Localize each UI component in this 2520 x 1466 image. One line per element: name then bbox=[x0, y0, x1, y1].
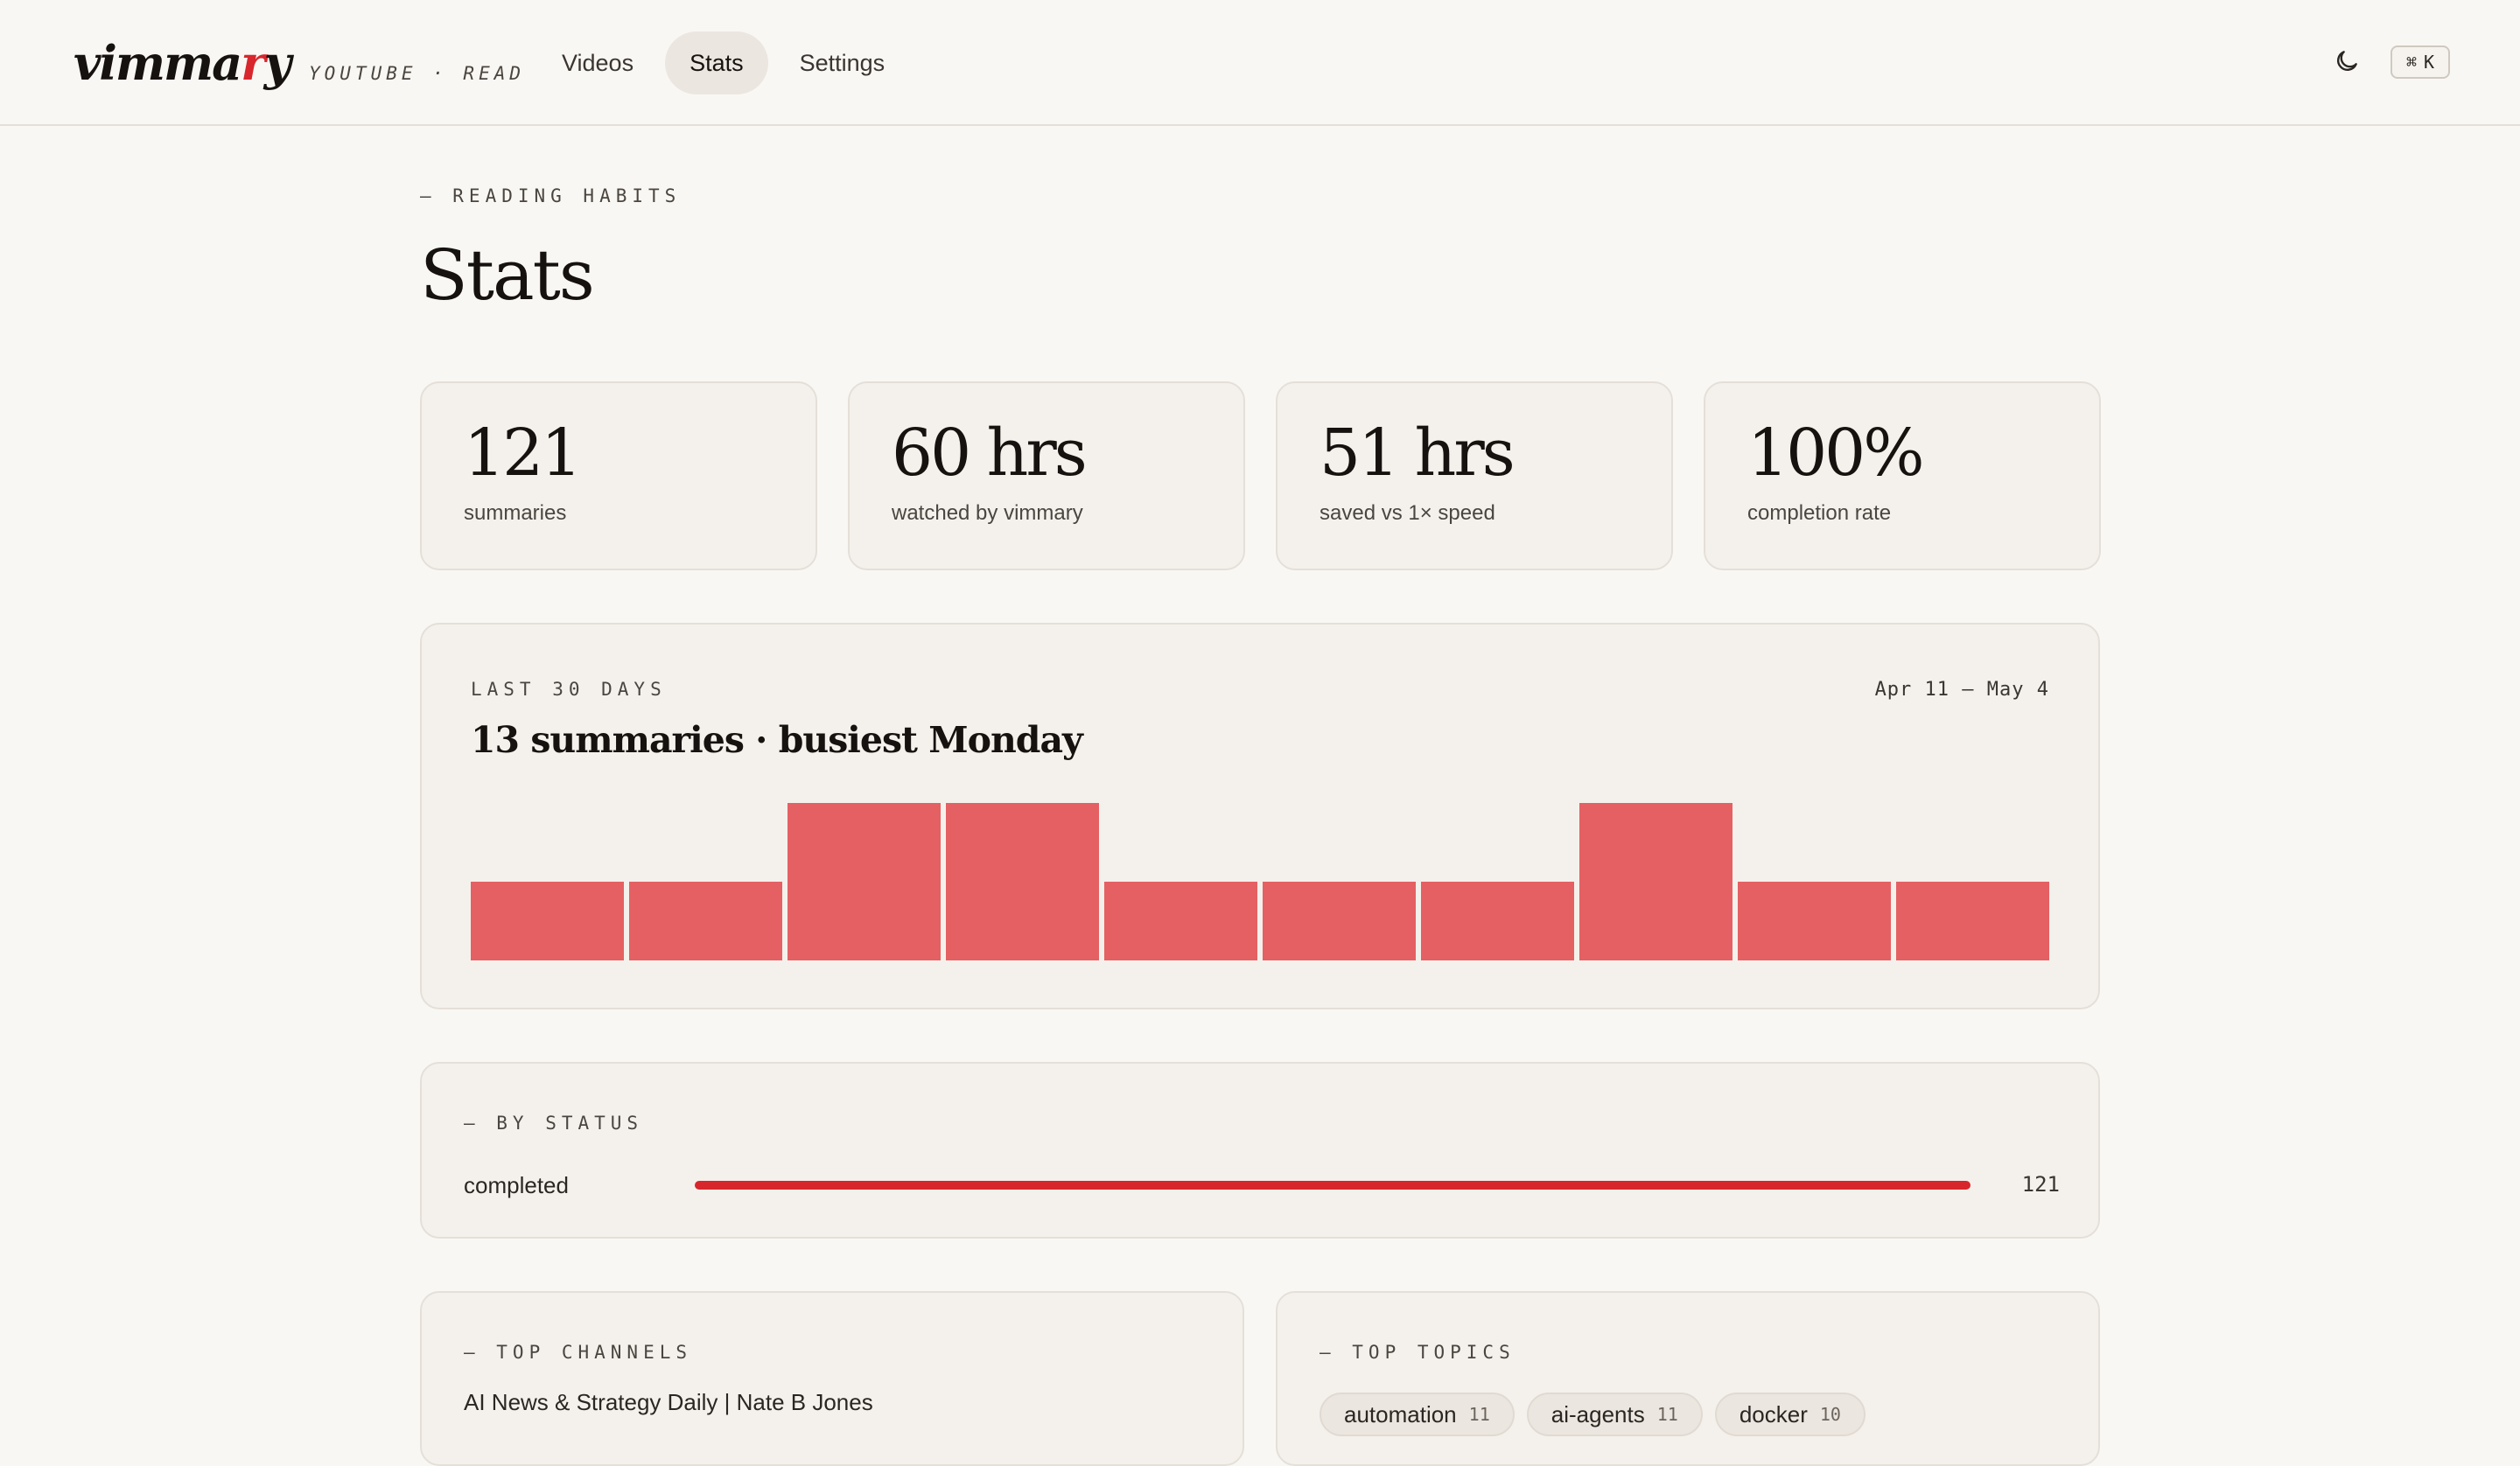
nav-videos[interactable]: Videos bbox=[562, 49, 634, 76]
topic-label: ai-agents bbox=[1550, 1400, 1645, 1428]
activity-headline: 13 summaries · busiest Monday bbox=[471, 719, 1083, 761]
theme-toggle-button[interactable] bbox=[2329, 44, 2364, 79]
status-count: 121 bbox=[2021, 1172, 2060, 1197]
topic-count: 11 bbox=[1656, 1404, 1678, 1425]
stat-label: summaries bbox=[464, 501, 567, 526]
activity-bar[interactable] bbox=[1263, 882, 1416, 960]
activity-bar[interactable] bbox=[471, 882, 624, 960]
activity-bar-chart bbox=[471, 803, 2049, 960]
tagline: YOUTUBE · READ bbox=[309, 63, 526, 84]
stat-label: completion rate bbox=[1747, 501, 1892, 526]
moon-icon bbox=[2337, 51, 2357, 71]
stat-label: watched by vimmary bbox=[892, 501, 1083, 526]
topics-eyebrow: — TOP TOPICS bbox=[1320, 1342, 1516, 1363]
date-range: Apr 11 — May 4 bbox=[1874, 679, 2049, 701]
activity-eyebrow: LAST 30 DAYS bbox=[471, 679, 667, 700]
stat-value: 121 bbox=[464, 415, 582, 491]
status-eyebrow: — BY STATUS bbox=[464, 1113, 644, 1134]
topic-chip[interactable]: ai-agents 11 bbox=[1526, 1393, 1703, 1436]
channel-name: AI News & Strategy Daily | Nate B Jones bbox=[464, 1389, 873, 1415]
shortcut-key: K bbox=[2424, 52, 2435, 73]
stat-value: 51 hrs bbox=[1320, 415, 1516, 491]
main-nav: Videos Stats Settings bbox=[537, 31, 909, 94]
topic-count: 11 bbox=[1468, 1404, 1490, 1425]
activity-bar[interactable] bbox=[1896, 882, 2049, 960]
stat-card-saved: 51 hrs saved vs 1× speed bbox=[1276, 381, 1673, 570]
status-progress-track bbox=[695, 1181, 1970, 1190]
command-key-icon: ⌘ bbox=[2405, 52, 2417, 73]
topic-count: 10 bbox=[1819, 1404, 1841, 1425]
topic-label: docker bbox=[1739, 1400, 1808, 1428]
stat-card-summaries: 121 summaries bbox=[420, 381, 817, 570]
topic-chip[interactable]: docker 10 bbox=[1714, 1393, 1866, 1436]
status-card: — BY STATUS completed 121 bbox=[420, 1062, 2100, 1239]
activity-bar[interactable] bbox=[1738, 882, 1891, 960]
stat-value: 100% bbox=[1747, 415, 1925, 491]
brand[interactable]: vimmary YOUTUBE · READ bbox=[74, 35, 525, 91]
activity-bar[interactable] bbox=[1104, 882, 1257, 960]
topic-label: automation bbox=[1344, 1400, 1457, 1428]
top-topics-card: — TOP TOPICS automation 11 ai-agents 11 … bbox=[1276, 1291, 2100, 1466]
activity-bar[interactable] bbox=[1579, 803, 1732, 960]
activity-bar[interactable] bbox=[788, 803, 941, 960]
channel-item[interactable]: AI News & Strategy Daily | Nate B Jones bbox=[464, 1389, 873, 1416]
activity-card: LAST 30 DAYS Apr 11 — May 4 13 summaries… bbox=[420, 623, 2100, 1009]
page-title: Stats bbox=[420, 234, 595, 316]
stat-card-completion: 100% completion rate bbox=[1704, 381, 2101, 570]
activity-bar[interactable] bbox=[1421, 882, 1574, 960]
top-channels-card: — TOP CHANNELS AI News & Strategy Daily … bbox=[420, 1291, 1244, 1466]
logo[interactable]: vimmary bbox=[74, 35, 291, 91]
activity-bar[interactable] bbox=[946, 803, 1099, 960]
page-eyebrow: — READING HABITS bbox=[420, 185, 682, 206]
top-bar: vimmary YOUTUBE · READ Videos Stats Sett… bbox=[0, 0, 2520, 126]
topic-chips: automation 11 ai-agents 11 docker 10 bbox=[1320, 1393, 1866, 1436]
stat-card-watched: 60 hrs watched by vimmary bbox=[848, 381, 1245, 570]
channels-eyebrow: — TOP CHANNELS bbox=[464, 1342, 693, 1363]
nav-settings[interactable]: Settings bbox=[799, 49, 886, 76]
stat-value: 60 hrs bbox=[892, 415, 1088, 491]
stat-label: saved vs 1× speed bbox=[1320, 501, 1495, 526]
command-palette-shortcut[interactable]: ⌘ K bbox=[2390, 45, 2450, 79]
nav-stats[interactable]: Stats bbox=[665, 31, 768, 94]
status-label: completed bbox=[464, 1172, 569, 1198]
activity-bar[interactable] bbox=[629, 882, 782, 960]
status-progress-fill bbox=[695, 1181, 1970, 1190]
topic-chip[interactable]: automation 11 bbox=[1320, 1393, 1515, 1436]
status-row-completed: completed 121 bbox=[464, 1167, 2060, 1202]
